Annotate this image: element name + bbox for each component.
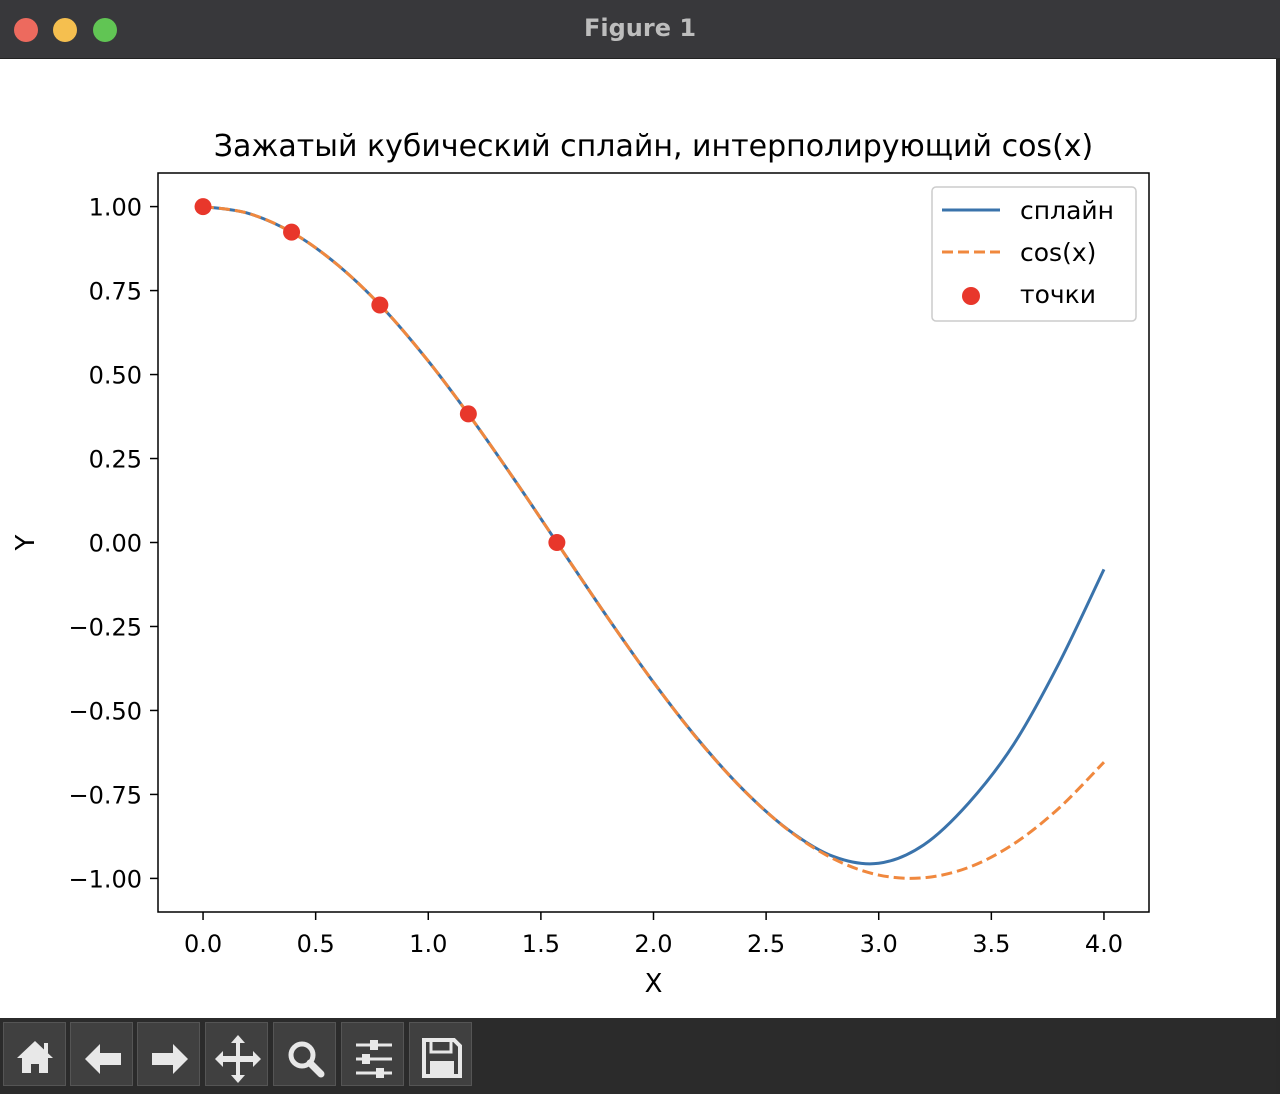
plot-area-frame xyxy=(157,172,1150,913)
close-window-button[interactable] xyxy=(14,18,38,42)
x-tick-label: 1.5 xyxy=(522,930,560,958)
y-tick-label: 1.00 xyxy=(89,194,142,222)
legend-box xyxy=(931,186,1137,322)
cos-series-line xyxy=(202,205,1106,880)
y-tick-label: 0.50 xyxy=(89,362,142,390)
x-tick-label: 0.0 xyxy=(184,930,222,958)
interpolation-point xyxy=(283,223,301,241)
x-axis-label: X xyxy=(645,969,663,999)
title-bar: Figure 1 xyxy=(0,0,1280,59)
y-tick-label: 0.25 xyxy=(89,446,142,474)
figure-canvas: Зажатый кубический сплайн, интерполирующ… xyxy=(0,59,1276,1018)
interpolation-point xyxy=(371,296,389,314)
y-axis-label: Y xyxy=(11,534,41,551)
window-title: Figure 1 xyxy=(583,14,697,42)
save-disk-icon xyxy=(422,1038,462,1078)
pan-move-icon xyxy=(215,1035,261,1083)
x-tick-label: 3.0 xyxy=(860,930,898,958)
x-tick-label: 2.0 xyxy=(634,930,672,958)
minimize-window-button[interactable] xyxy=(53,18,77,42)
y-tick-label: 0.75 xyxy=(89,278,142,306)
configure-subplots-icon xyxy=(356,1040,392,1078)
y-tick-label: −0.25 xyxy=(68,613,142,641)
forward-arrow-icon xyxy=(152,1044,188,1074)
back-arrow-icon xyxy=(85,1044,121,1074)
configure-subplots-button[interactable] xyxy=(341,1022,404,1086)
save-button[interactable] xyxy=(409,1022,472,1086)
navigation-toolbar xyxy=(0,1018,1276,1094)
home-button[interactable] xyxy=(3,1022,66,1086)
x-tick-label: 2.5 xyxy=(747,930,785,958)
window-edge xyxy=(1276,58,1280,1094)
chart-svg: Зажатый кубический сплайн, интерполирующ… xyxy=(11,129,1150,999)
interpolation-point xyxy=(194,198,212,216)
legend-label: сплайн xyxy=(1020,196,1114,225)
back-button[interactable] xyxy=(70,1022,133,1086)
zoom-button[interactable] xyxy=(273,1022,336,1086)
y-tick-label: −0.75 xyxy=(68,781,142,809)
zoom-magnifier-icon xyxy=(288,1041,325,1078)
legend-label: точки xyxy=(1020,280,1096,309)
home-icon xyxy=(17,1041,53,1073)
x-tick-label: 0.5 xyxy=(297,930,335,958)
y-tick-label: −1.00 xyxy=(68,865,142,893)
legend-label: cos(x) xyxy=(1020,238,1096,267)
interpolation-point xyxy=(548,534,566,551)
y-tick-label: −0.50 xyxy=(68,697,142,725)
pan-button[interactable] xyxy=(205,1022,268,1086)
y-tick-label: 0.00 xyxy=(89,530,142,558)
x-tick-label: 4.0 xyxy=(1085,930,1123,958)
forward-button[interactable] xyxy=(137,1022,200,1086)
x-tick-label: 3.5 xyxy=(972,930,1010,958)
x-tick-label: 1.0 xyxy=(409,930,447,958)
chart-title: Зажатый кубический сплайн, интерполирующ… xyxy=(214,129,1093,164)
legend-swatch-points xyxy=(962,287,980,305)
maximize-window-button[interactable] xyxy=(93,18,117,42)
interpolation-point xyxy=(459,405,477,423)
